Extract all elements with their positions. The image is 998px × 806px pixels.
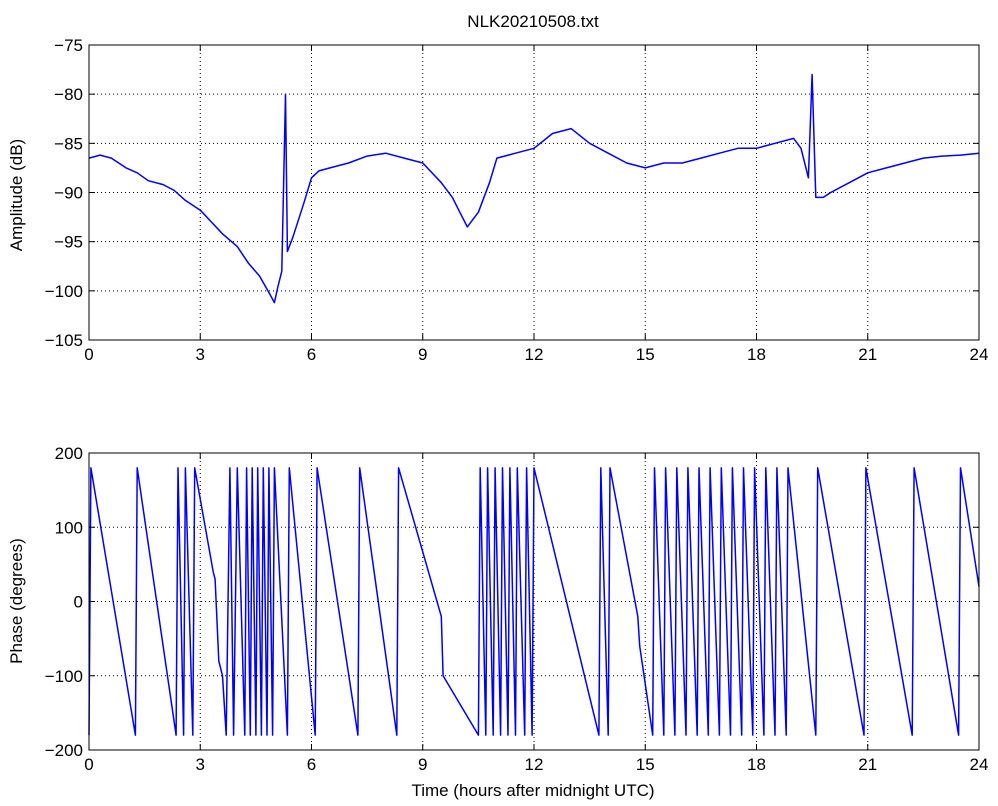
x-tick-label: 12: [525, 755, 544, 774]
y-tick-label: −80: [54, 85, 83, 104]
phase-series-line: [88, 467, 980, 736]
x-tick-label: 6: [307, 345, 316, 364]
x-axis-label: Time (hours after midnight UTC): [411, 781, 654, 800]
x-tick-label: 0: [84, 345, 93, 364]
y-tick-label: −85: [54, 134, 83, 153]
x-tick-label: 12: [525, 345, 544, 364]
x-tick-label: 24: [970, 345, 989, 364]
x-tick-label: 21: [858, 755, 877, 774]
x-tick-label: 9: [418, 755, 427, 774]
chart-title: NLK20210508.txt: [467, 12, 599, 31]
x-tick-label: 6: [307, 755, 316, 774]
amplitude-series-line: [88, 73, 980, 304]
y-tick-label: 0: [74, 593, 83, 612]
phase-axes: 0 3 6 9 12 15 18 21 24 200 100 0 −100 −200: [45, 444, 989, 774]
y-tick-label: −200: [45, 741, 83, 760]
y-tick-label: −100: [45, 667, 83, 686]
x-tick-label: 9: [418, 345, 427, 364]
x-tick-label: 24: [970, 755, 989, 774]
phase-y-axis-label: Phase (degrees): [7, 538, 26, 664]
x-tick-label: 3: [196, 755, 205, 774]
x-tick-label: 21: [858, 345, 877, 364]
x-tick-label: 0: [84, 755, 93, 774]
x-tick-label: 3: [196, 345, 205, 364]
x-tick-label: 15: [636, 345, 655, 364]
x-tick-label: 15: [636, 755, 655, 774]
amplitude-y-axis-label: Amplitude (dB): [7, 139, 26, 251]
y-tick-label: 200: [55, 444, 83, 463]
y-tick-label: −100: [45, 282, 83, 301]
amplitude-axes: 0 3 6 9 12 15 18 21 24 −75 −80 −85 −90 −95 −100 −105: [45, 36, 989, 364]
x-tick-label: 18: [747, 345, 766, 364]
x-tick-label: 18: [747, 755, 766, 774]
y-tick-label: 100: [55, 518, 83, 537]
y-tick-label: −95: [54, 233, 83, 252]
y-tick-label: −75: [54, 36, 83, 55]
y-tick-label: −90: [54, 184, 83, 203]
y-tick-label: −105: [45, 331, 83, 350]
